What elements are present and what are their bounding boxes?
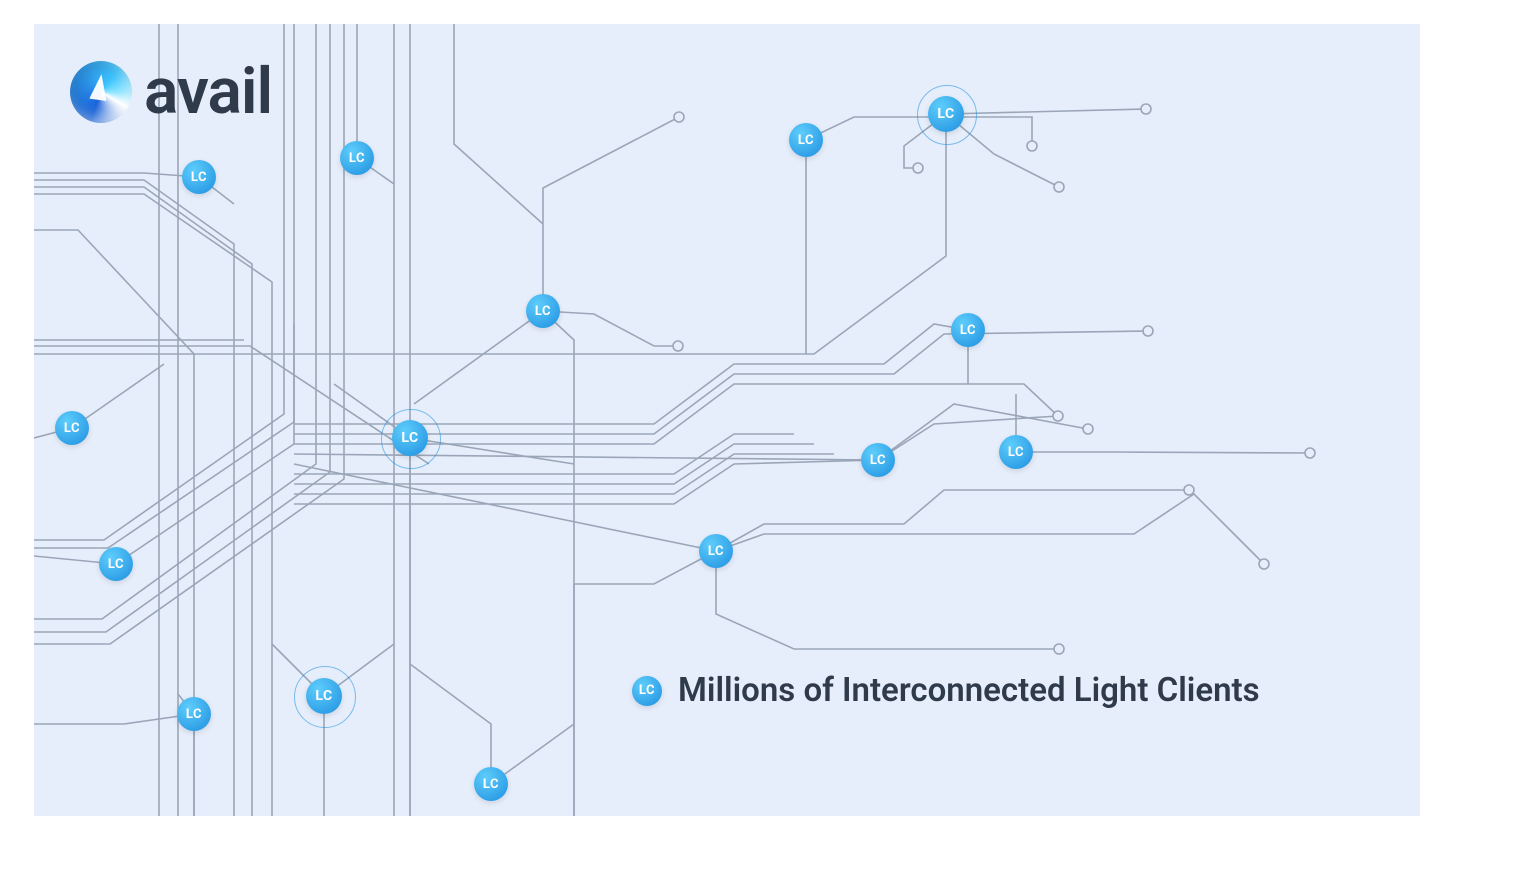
lc-node: LC [861, 443, 895, 477]
lc-node: LC [526, 294, 560, 328]
lc-node: LC [182, 160, 216, 194]
logo-mark-icon [70, 61, 132, 123]
lc-node: LC [177, 697, 211, 731]
lc-node: LC [55, 411, 89, 445]
diagram-canvas: LC LC LC LC LC LC LC LC LC LC LC LC LC LC LC avail LC … [34, 24, 1420, 816]
lc-node: LC [999, 435, 1033, 469]
legend-text: Millions of Interconnected Light Clients [678, 671, 1260, 710]
brand-logo: avail [70, 54, 272, 129]
logo-wordmark: avail [144, 54, 272, 129]
lc-node: LC [951, 313, 985, 347]
lc-node: LC [306, 678, 342, 714]
legend-node-icon: LC [632, 676, 662, 706]
lc-node: LC [340, 141, 374, 175]
lc-node: LC [928, 96, 964, 132]
lc-node: LC [789, 123, 823, 157]
legend: LC Millions of Interconnected Light Clie… [632, 671, 1260, 710]
lc-node: LC [99, 547, 133, 581]
lc-node: LC [392, 420, 428, 456]
legend-node-label: LC [639, 683, 655, 698]
lc-node: LC [699, 534, 733, 568]
lc-node: LC [474, 767, 508, 801]
